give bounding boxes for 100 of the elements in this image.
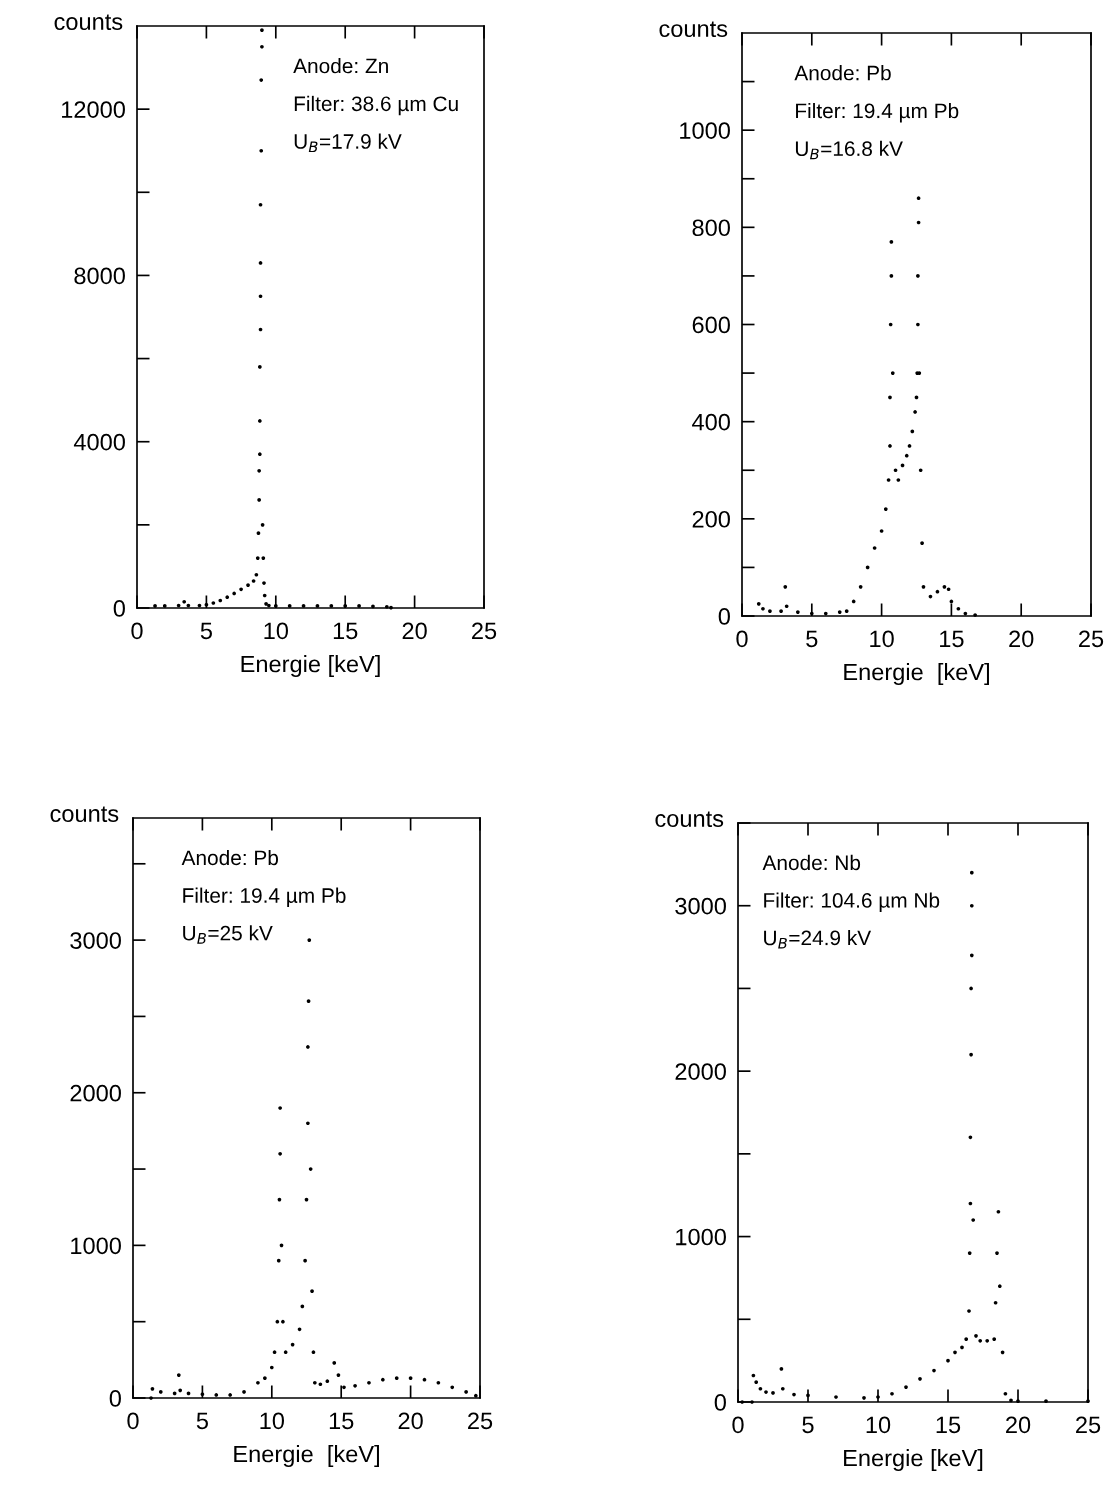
point (260, 44, 264, 49)
point (883, 507, 888, 511)
point (218, 598, 223, 603)
annotation: U$_{B}$=25 kV (183, 925, 273, 944)
x-tick-label: 15 (940, 630, 964, 648)
point (254, 572, 259, 577)
point (283, 1350, 288, 1355)
point (276, 1258, 281, 1263)
point (985, 1338, 990, 1343)
point (258, 365, 262, 369)
point (239, 587, 243, 592)
x-tick-label: 10 (866, 1416, 891, 1434)
y-axis-title: counts (655, 811, 724, 828)
point (876, 1395, 880, 1399)
y-tick-label: 3000 (675, 897, 726, 915)
point (969, 953, 974, 958)
point (1003, 1391, 1008, 1396)
point (329, 604, 334, 608)
point (336, 1373, 341, 1377)
point (964, 1337, 969, 1341)
x-tick-label: 5 (802, 1416, 814, 1434)
point (809, 611, 814, 616)
annotation: Filter: 19.4 µm Pb (183, 887, 346, 908)
x-axis-title: Energie [keV] (241, 655, 380, 678)
point (256, 531, 261, 536)
x-tick-label: 25 (468, 1412, 493, 1430)
x-tick-label: 20 (1006, 1416, 1031, 1434)
point (332, 1361, 337, 1365)
point (232, 591, 236, 596)
y-tick-label: 200 (692, 510, 730, 528)
y-tick-label: 2000 (675, 1063, 726, 1080)
point (153, 604, 157, 608)
y-tick-label: 8000 (74, 267, 125, 285)
point (367, 1380, 371, 1385)
point (1086, 1399, 1090, 1403)
point (750, 1400, 754, 1404)
point (306, 999, 311, 1003)
x-tick-label: 20 (398, 1412, 423, 1430)
y-tick-label: 400 (692, 413, 730, 431)
annotation: Filter: 104.6 µm Nb (764, 892, 940, 912)
y-axis-title: counts (54, 14, 123, 31)
point (967, 1251, 972, 1255)
point (357, 604, 361, 608)
point (779, 1367, 784, 1371)
point (916, 322, 920, 327)
point (257, 468, 261, 473)
point (260, 523, 265, 527)
point (862, 1396, 866, 1400)
point (858, 585, 863, 589)
y-tick-label: 1000 (676, 1228, 726, 1246)
point (228, 1393, 232, 1397)
point (297, 1327, 302, 1332)
point (311, 1350, 316, 1355)
point (916, 196, 921, 201)
point (993, 1300, 998, 1305)
point (308, 1167, 313, 1171)
point (974, 1333, 978, 1338)
x-tick-label: 0 (127, 1412, 139, 1430)
x-tick-label: 0 (131, 622, 143, 640)
point (953, 1350, 957, 1355)
point (258, 419, 262, 423)
x-tick-label: 10 (260, 1412, 285, 1430)
x-tick-label: 15 (329, 1412, 354, 1430)
point (792, 1392, 796, 1397)
y-tick-label: 0 (109, 1390, 121, 1407)
point (464, 1390, 468, 1394)
point (267, 603, 271, 608)
point (242, 1390, 246, 1394)
x-tick-label: 25 (1079, 630, 1104, 648)
y-tick-label: 800 (692, 219, 730, 237)
x-tick-label: 0 (732, 1416, 744, 1434)
point (758, 1386, 763, 1391)
point (946, 1358, 950, 1363)
point (754, 1380, 759, 1384)
point (969, 986, 973, 991)
point (890, 371, 895, 375)
point (886, 478, 891, 482)
x-tick-label: 10 (264, 622, 289, 640)
point (956, 606, 961, 611)
point (918, 1377, 922, 1381)
annotation: Filter: 19.4 µm Pb (796, 102, 959, 123)
x-tick-label: 10 (870, 630, 894, 648)
point (844, 609, 849, 613)
annotation: Anode: Pb (794, 65, 891, 81)
y-axis-title: counts (659, 21, 728, 38)
y-tick-label: 2000 (70, 1084, 121, 1102)
point (310, 1289, 314, 1293)
x-tick-label: 25 (472, 622, 497, 640)
point (312, 1380, 317, 1385)
x-tick-label: 5 (196, 1412, 208, 1430)
annotation: Anode: Zn (293, 58, 388, 74)
point (306, 1045, 310, 1049)
point (916, 274, 920, 278)
y-tick-label: 600 (692, 316, 730, 334)
y-tick-label: 4000 (73, 433, 125, 451)
point (258, 452, 262, 457)
point (834, 1395, 838, 1399)
point (967, 1309, 971, 1313)
point (872, 546, 877, 550)
point (450, 1385, 455, 1390)
